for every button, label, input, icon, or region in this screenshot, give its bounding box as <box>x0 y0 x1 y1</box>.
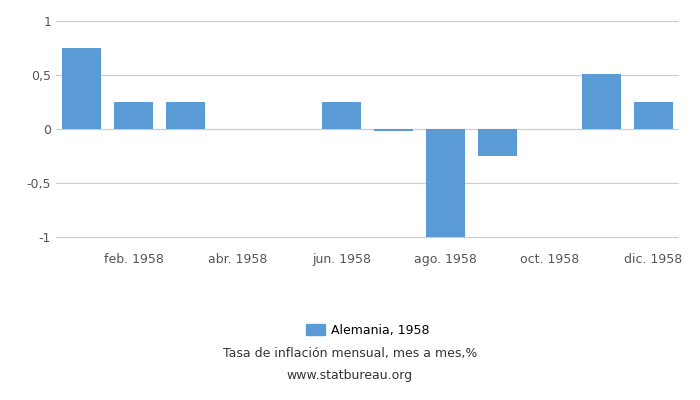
Legend: Alemania, 1958: Alemania, 1958 <box>306 324 429 337</box>
Bar <box>114 102 153 129</box>
Bar <box>62 48 102 129</box>
Bar <box>426 129 465 237</box>
Bar <box>167 102 205 129</box>
Bar <box>322 102 361 129</box>
Text: Tasa de inflación mensual, mes a mes,%: Tasa de inflación mensual, mes a mes,% <box>223 348 477 360</box>
Bar <box>478 129 517 156</box>
Bar <box>582 74 621 129</box>
Bar <box>374 129 413 132</box>
Text: www.statbureau.org: www.statbureau.org <box>287 370 413 382</box>
Bar <box>634 102 673 129</box>
